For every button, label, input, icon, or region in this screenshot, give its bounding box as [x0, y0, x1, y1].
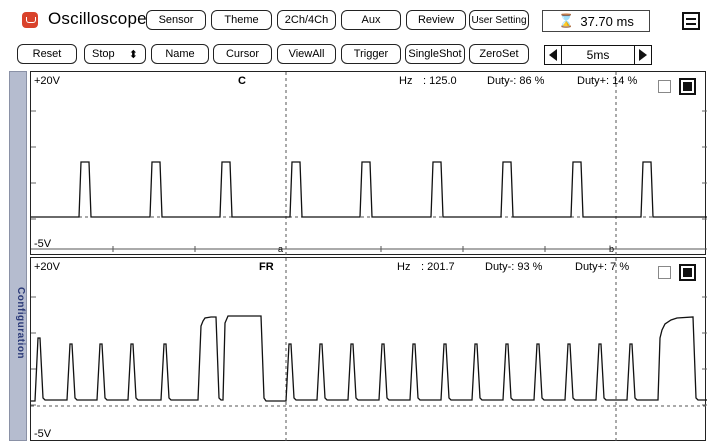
stop-button[interactable]: Stop ⬍ [84, 44, 146, 64]
channel-c-hz-value: : 125.0 [423, 75, 457, 87]
channel-fr-ymax: +20V [34, 261, 60, 273]
review-button[interactable]: Review [406, 10, 466, 30]
channel-c-duty-plus: Duty+: 14 % [577, 75, 638, 87]
channel-fr-hz-value: : 201.7 [421, 261, 455, 273]
channel-c-waveform [31, 161, 707, 218]
menu-icon[interactable] [682, 12, 700, 30]
channel-c-hz-label: Hz [399, 75, 413, 87]
viewall-button[interactable]: ViewAll [277, 44, 336, 64]
channel-c-duty-minus: Duty-: 86 % [487, 75, 545, 87]
channel-fr-maximize-icon[interactable] [679, 264, 696, 281]
channel-panel-c: +20V -5V C Hz : 125.0 Duty-: 86 % Duty+:… [30, 71, 707, 256]
channel-fr-duty-minus: Duty-: 93 % [485, 261, 543, 273]
cursor-button[interactable]: Cursor [213, 44, 272, 64]
timebase-decrease-button[interactable] [544, 44, 562, 65]
timebase-increase-button[interactable] [634, 44, 652, 65]
channel-fr-waveform [31, 315, 707, 402]
channel-fr-hz-label: Hz [397, 261, 411, 273]
configuration-sidebar[interactable]: Configuration [9, 71, 27, 441]
channel-c-checkbox[interactable] [658, 80, 671, 93]
channel-fr-plot [31, 258, 707, 442]
user-setting-button[interactable]: User Setting [469, 10, 529, 30]
timer-value: 37.70 ms [580, 13, 634, 29]
timebase-stepper: 5ms [544, 44, 652, 65]
channel-c-ymin: -5V [34, 238, 52, 250]
cursor-b-label: b [609, 244, 615, 254]
reset-button[interactable]: Reset [17, 44, 77, 64]
channel-c-ymax: +20V [34, 75, 60, 87]
timer-display: ⌛ 37.70 ms [542, 10, 650, 32]
channels-button[interactable]: 2Ch/4Ch [277, 10, 336, 30]
stop-spinner-icon: ⬍ [128, 48, 138, 61]
channel-c-maximize-icon[interactable] [679, 78, 696, 95]
top-bar: Oscilloscope Sensor Theme 2Ch/4Ch Aux Re… [0, 0, 712, 70]
timer-icon: ⌛ [558, 13, 575, 28]
sensor-button[interactable]: Sensor [146, 10, 206, 30]
app-icon[interactable] [22, 12, 38, 28]
channel-fr-ymin: -5V [34, 428, 52, 440]
aux-button[interactable]: Aux [341, 10, 401, 30]
cursor-a-label: a [278, 244, 284, 254]
zeroset-button[interactable]: ZeroSet [469, 44, 529, 64]
timebase-value: 5ms [562, 44, 634, 65]
app-title: Oscilloscope [48, 9, 147, 28]
arrow-right-icon [639, 48, 647, 61]
singleshot-button[interactable]: SingleShot [405, 44, 465, 64]
channel-c-name: C [238, 75, 246, 87]
theme-button[interactable]: Theme [211, 10, 272, 30]
channel-c-plot [31, 72, 707, 256]
stop-label: Stop [92, 48, 115, 60]
channel-fr-duty-plus: Duty+: 7 % [575, 261, 630, 273]
trigger-button[interactable]: Trigger [341, 44, 401, 64]
channel-fr-name: FR [259, 261, 274, 273]
channel-fr-checkbox[interactable] [658, 266, 671, 279]
name-button[interactable]: Name [151, 44, 209, 64]
arrow-left-icon [549, 48, 557, 61]
channel-panel-fr: +20V -5V FR Hz : 201.7 Duty-: 93 % Duty+… [30, 257, 707, 442]
configuration-label: Configuration [15, 287, 26, 360]
